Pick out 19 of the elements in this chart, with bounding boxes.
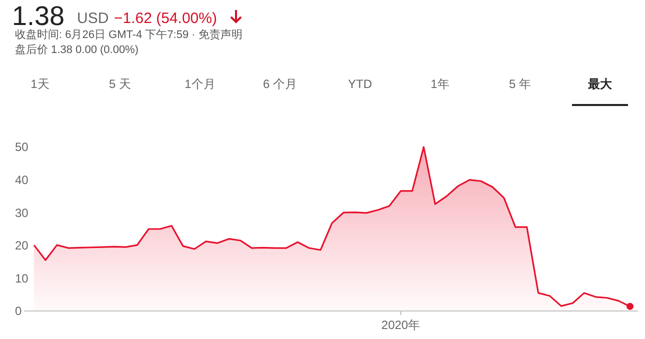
text: 5 天 — [108, 77, 132, 91]
text: USD — [77, 10, 109, 27]
text: 盘后价 1.38 0.00 (0.00%) — [15, 43, 139, 56]
y-tick-label: 50 — [15, 140, 29, 154]
x-tick-label: 2020年 — [381, 318, 420, 332]
text: 最大 — [587, 77, 613, 91]
text: −1.62 (54.00%) — [114, 10, 217, 27]
text: YTD — [348, 77, 372, 91]
y-tick-label: 20 — [15, 238, 29, 253]
y-tick-label: 0 — [15, 304, 22, 318]
text: 1个月 — [184, 77, 216, 91]
text: 6 个月 — [262, 77, 298, 91]
text: 1天 — [30, 77, 50, 91]
text: 5 年 — [508, 77, 532, 91]
y-tick-label: 40 — [15, 173, 29, 187]
text: 收盘时间: 6月26日 GMT-4 下午7:59 · 免责声明 — [15, 28, 242, 41]
y-tick-label: 30 — [15, 206, 29, 220]
text: 1年 — [430, 77, 450, 91]
y-tick-label: 10 — [15, 271, 29, 286]
